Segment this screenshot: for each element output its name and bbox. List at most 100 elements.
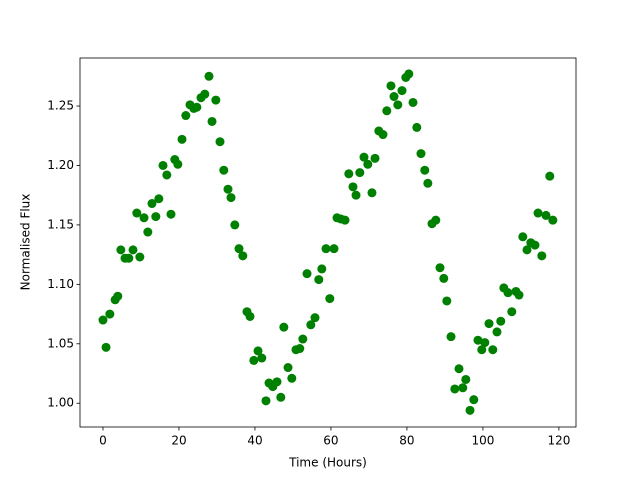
data-point — [359, 152, 369, 162]
y-axis-label: Normalised Flux — [19, 194, 33, 291]
data-point — [98, 315, 108, 325]
data-point — [245, 311, 255, 321]
data-point — [132, 208, 142, 218]
data-point — [458, 383, 468, 393]
data-point — [541, 210, 551, 220]
data-point — [154, 194, 164, 204]
data-point — [147, 199, 157, 209]
x-tick-label: 80 — [399, 434, 414, 448]
data-point — [454, 364, 464, 374]
data-point — [223, 184, 233, 194]
data-point — [302, 269, 312, 279]
data-point — [211, 95, 221, 105]
data-point — [382, 106, 392, 116]
data-point — [295, 344, 305, 354]
data-point — [143, 227, 153, 237]
data-point — [283, 363, 293, 373]
data-point — [389, 92, 399, 102]
data-point — [355, 168, 365, 178]
x-tick-label: 120 — [547, 434, 570, 448]
data-point — [158, 160, 168, 170]
data-point — [177, 134, 187, 144]
data-point — [101, 342, 111, 352]
data-point — [272, 377, 282, 387]
data-point — [219, 165, 229, 175]
x-axis-label: Time (Hours) — [288, 456, 367, 470]
data-point — [113, 291, 123, 301]
data-point — [325, 294, 335, 304]
data-point — [257, 353, 267, 363]
data-point — [298, 334, 308, 344]
data-point — [461, 374, 471, 384]
data-point — [200, 89, 210, 99]
data-point — [477, 345, 487, 355]
data-point — [253, 346, 263, 356]
x-tick-label: 60 — [323, 434, 338, 448]
data-point — [279, 322, 289, 332]
data-point — [537, 251, 547, 261]
data-point — [397, 86, 407, 96]
data-point — [507, 307, 517, 317]
data-point — [173, 159, 183, 169]
y-tick-label: 1.25 — [47, 99, 74, 113]
data-point — [287, 373, 297, 383]
data-point — [230, 220, 240, 230]
data-point — [321, 244, 331, 254]
data-point — [151, 212, 161, 222]
data-point — [442, 296, 452, 306]
data-point — [416, 149, 426, 159]
data-point — [162, 170, 172, 180]
data-point — [548, 215, 558, 225]
data-point — [234, 244, 244, 254]
data-point — [530, 240, 540, 250]
data-point — [412, 122, 422, 132]
data-point — [386, 81, 396, 91]
data-point — [378, 130, 388, 140]
data-point — [480, 338, 490, 348]
data-point — [306, 320, 316, 330]
data-point — [363, 159, 373, 169]
data-point — [135, 252, 145, 262]
data-point — [496, 316, 506, 326]
data-point — [469, 395, 479, 405]
data-point — [446, 332, 456, 342]
data-point — [317, 264, 327, 274]
data-point — [370, 153, 380, 163]
data-point — [215, 137, 225, 147]
data-point — [351, 190, 361, 200]
data-point — [484, 319, 494, 329]
data-point — [465, 405, 475, 415]
plot-frame — [79, 57, 577, 428]
y-tick-label: 1.20 — [47, 158, 74, 172]
data-point — [116, 245, 126, 255]
data-point — [420, 165, 430, 175]
x-tick-label: 0 — [99, 434, 107, 448]
data-point — [139, 213, 149, 223]
data-point — [404, 69, 414, 79]
data-point — [344, 169, 354, 179]
y-tick-label: 1.10 — [47, 277, 74, 291]
y-tick-label: 1.15 — [47, 217, 74, 231]
data-point — [431, 215, 441, 225]
data-point — [439, 273, 449, 283]
x-tick-label: 100 — [471, 434, 494, 448]
data-point — [514, 290, 524, 300]
data-point — [518, 232, 528, 242]
data-point — [492, 327, 502, 337]
data-point — [226, 193, 236, 203]
data-point — [314, 275, 324, 285]
data-point — [204, 71, 214, 81]
data-point — [473, 335, 483, 345]
data-point — [435, 263, 445, 273]
data-point — [238, 251, 248, 261]
data-point — [522, 245, 532, 255]
data-point — [450, 384, 460, 394]
data-point — [192, 102, 202, 112]
data-point — [545, 171, 555, 181]
y-tick-label: 1.00 — [47, 396, 74, 410]
data-point — [533, 208, 543, 218]
data-point — [503, 288, 513, 298]
data-point — [181, 111, 191, 121]
data-point — [408, 97, 418, 107]
